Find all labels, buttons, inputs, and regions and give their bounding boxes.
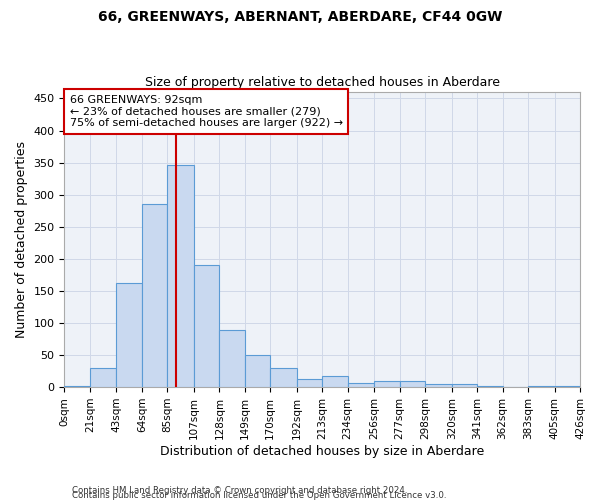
Title: Size of property relative to detached houses in Aberdare: Size of property relative to detached ho…	[145, 76, 500, 90]
Bar	[167, 165, 194, 387]
Y-axis label: Number of detached properties: Number of detached properties	[15, 141, 28, 338]
Bar	[322, 376, 347, 387]
Bar	[425, 384, 452, 387]
Bar	[477, 386, 503, 387]
Bar	[245, 355, 270, 387]
Bar	[194, 264, 220, 387]
Text: 66 GREENWAYS: 92sqm
← 23% of detached houses are smaller (279)
75% of semi-detac: 66 GREENWAYS: 92sqm ← 23% of detached ho…	[70, 95, 343, 128]
Bar	[400, 380, 425, 387]
Bar	[554, 386, 580, 387]
Bar	[64, 386, 90, 387]
Text: Contains public sector information licensed under the Open Government Licence v3: Contains public sector information licen…	[72, 491, 446, 500]
Bar	[452, 384, 477, 387]
Bar	[528, 386, 554, 387]
Text: Contains HM Land Registry data © Crown copyright and database right 2024.: Contains HM Land Registry data © Crown c…	[72, 486, 407, 495]
Bar	[374, 380, 400, 387]
Bar	[347, 383, 374, 387]
Text: 66, GREENWAYS, ABERNANT, ABERDARE, CF44 0GW: 66, GREENWAYS, ABERNANT, ABERDARE, CF44 …	[98, 10, 502, 24]
Bar	[220, 330, 245, 387]
Bar	[142, 204, 167, 387]
Bar	[270, 368, 297, 387]
Bar	[116, 283, 142, 387]
Bar	[297, 380, 322, 387]
X-axis label: Distribution of detached houses by size in Aberdare: Distribution of detached houses by size …	[160, 444, 484, 458]
Bar	[90, 368, 116, 387]
